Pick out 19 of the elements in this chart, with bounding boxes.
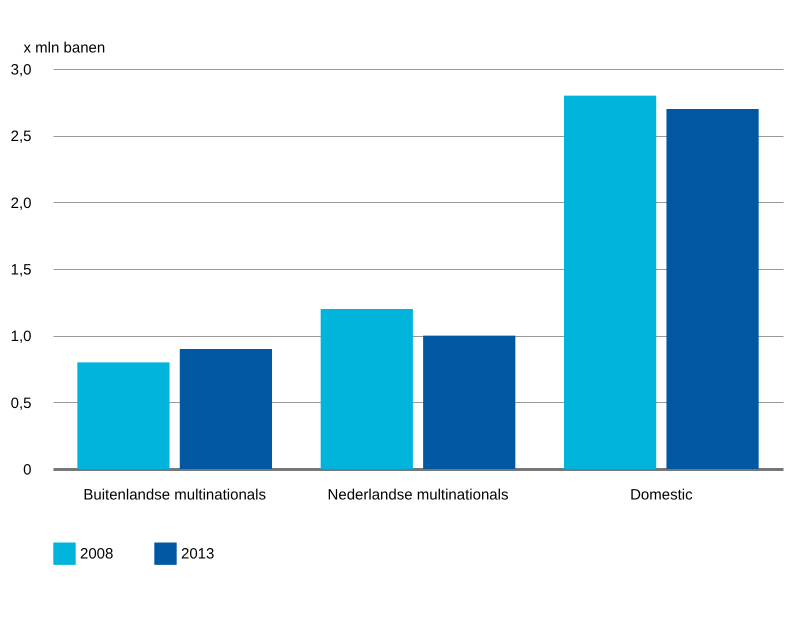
y-tick-label: 3,0 [10,62,32,78]
x-tick-label: Domestic [630,486,694,504]
bar [180,349,272,469]
bar [320,309,413,469]
legend-label: 2008 [80,546,114,563]
x-tick-label: Buitenlandse multinationals [83,486,266,504]
legend-label: 2013 [181,546,214,563]
y-tick-label: 0 [23,462,32,478]
y-tick-label: 0,5 [10,394,32,412]
bar [423,336,516,469]
y-tick-label: 2,0 [10,194,32,212]
bar [666,109,759,469]
x-tick-label: Nederlandse multinationals [328,486,508,504]
bar [77,362,170,469]
y-tick-label: 1,5 [10,262,32,278]
y-axis-title: x mln banen [24,40,106,56]
bar [564,96,656,469]
y-tick-label: 2,5 [10,128,32,146]
y-tick-label: 1,0 [10,328,32,346]
